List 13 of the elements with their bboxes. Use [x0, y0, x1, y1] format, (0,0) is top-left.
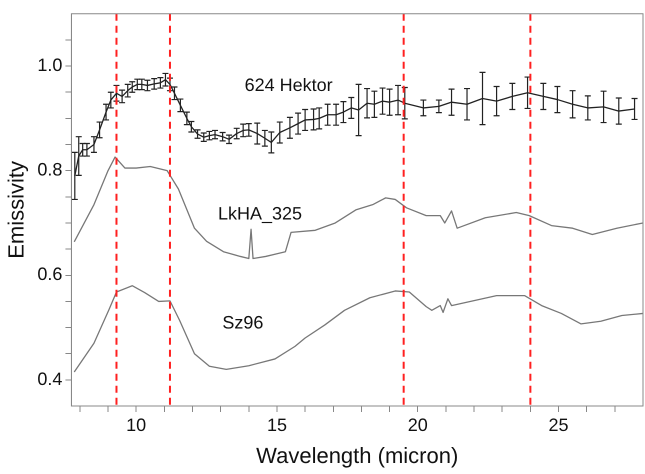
x-tick-label: 25	[548, 414, 569, 435]
x-tick-label: 20	[408, 414, 428, 435]
x-tick-label: 15	[266, 414, 287, 435]
y-axis-title: Emissivity	[3, 161, 28, 259]
series-label: Sz96	[222, 312, 264, 333]
y-tick-label: 0.6	[37, 264, 62, 284]
y-tick-label: 0.4	[37, 368, 62, 389]
x-tick-label: 10	[126, 414, 146, 435]
series-label: LkHA_325	[218, 203, 302, 224]
x-axis-title: Wavelength (micron)	[256, 442, 458, 468]
series-label: 624 Hektor	[244, 74, 333, 95]
y-tick-label: 1.0	[37, 55, 62, 76]
y-tick-label: 0.8	[37, 160, 62, 180]
